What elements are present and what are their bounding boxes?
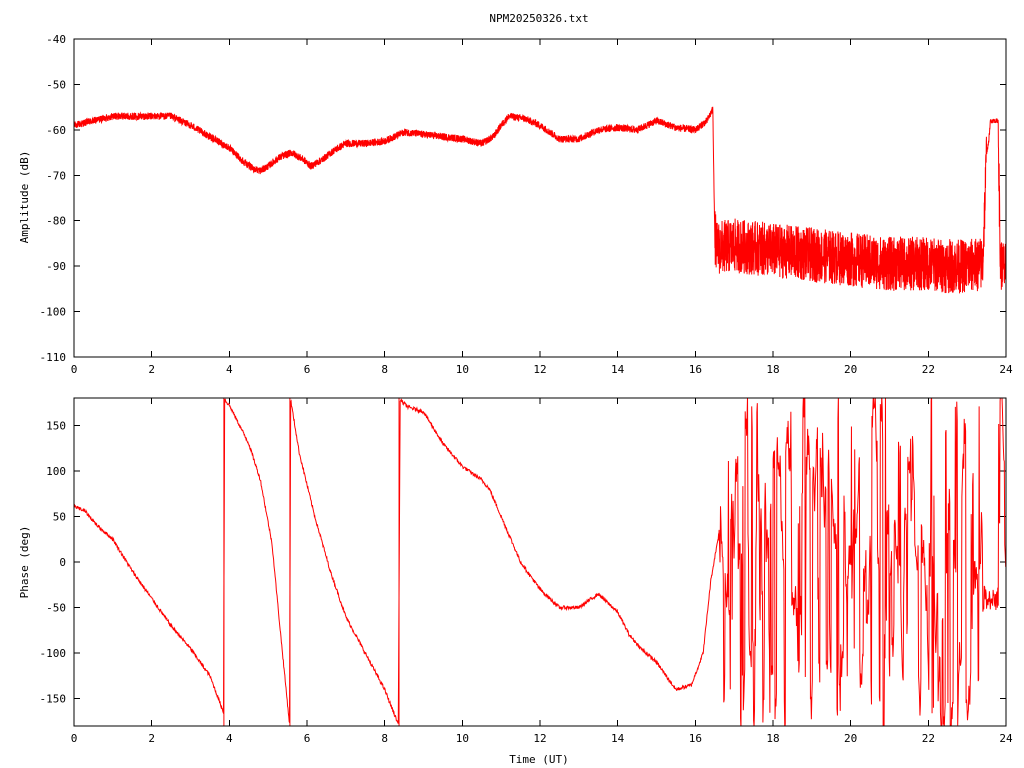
amp-y-tick-label: -90 [46, 260, 66, 273]
amp-x-tick-label: 14 [611, 363, 625, 376]
ph-y-tick-label: -150 [40, 693, 67, 706]
amp-x-tick-label: 12 [533, 363, 546, 376]
ph-x-tick-label: 24 [999, 732, 1013, 745]
amp-x-tick-label: 4 [226, 363, 233, 376]
amp-x-tick-label: 10 [456, 363, 469, 376]
ph-x-tick-label: 14 [611, 732, 625, 745]
phase-plot-frame [73, 397, 1007, 727]
phase-panel: 0 2 4 6 8 10 12 14 16 18 20 22 24150100500-50-100-15… [18, 397, 1013, 766]
phase-x-axis-label: Time (UT) [509, 753, 569, 766]
amp-x-tick-label: 8 [381, 363, 388, 376]
chart-title: NPM20250326.txt [489, 12, 588, 25]
phase-y-axis-label: Phase (deg) [18, 526, 31, 599]
phase-tick-labels: 0 2 4 6 8 10 12 14 16 18 20 22 24150100500-50-100-15… [40, 419, 1013, 745]
ph-x-tick-label: 4 [226, 732, 233, 745]
ph-x-tick-label: 16 [689, 732, 702, 745]
amplitude-trace [74, 106, 1006, 294]
amplitude-tick-labels: 0 2 4 6 8 10 12 14 16 18 20 22 24-40-50-60-70-80-90-… [40, 33, 1013, 376]
ph-x-tick-label: 8 [381, 732, 388, 745]
amplitude-tick-marks [73, 38, 1007, 358]
ph-y-tick-label: 100 [46, 465, 66, 478]
ph-x-tick-label: 6 [304, 732, 311, 745]
amp-y-tick-label: -50 [46, 78, 66, 91]
amp-x-tick-label: 0 [71, 363, 78, 376]
amp-x-tick-label: 6 [304, 363, 311, 376]
amp-y-tick-label: -40 [46, 33, 66, 46]
phase-noise-line [718, 398, 1006, 726]
amp-x-tick-label: 2 [148, 363, 155, 376]
amplitude-panel: 0 2 4 6 8 10 12 14 16 18 20 22 24-40-50-60-70-80-90-… [18, 33, 1013, 376]
amp-y-tick-label: -110 [40, 351, 67, 364]
amplitude-y-axis-label: Amplitude (dB) [18, 151, 31, 244]
ph-x-tick-label: 12 [533, 732, 546, 745]
amp-y-tick-label: -100 [40, 306, 67, 319]
amp-x-tick-label: 18 [766, 363, 779, 376]
ph-x-tick-label: 10 [456, 732, 469, 745]
ph-y-tick-label: -50 [46, 602, 66, 615]
amp-x-tick-label: 16 [689, 363, 702, 376]
amplitude-series-line [74, 106, 1006, 294]
ph-x-tick-label: 0 [71, 732, 78, 745]
ph-y-tick-label: -100 [40, 647, 67, 660]
phase-trace [74, 398, 1006, 726]
ph-y-tick-label: 0 [59, 556, 66, 569]
amp-y-tick-label: -60 [46, 124, 66, 137]
amp-x-tick-label: 20 [844, 363, 857, 376]
amp-y-tick-label: -70 [46, 169, 66, 182]
amp-y-tick-label: -80 [46, 215, 66, 228]
ph-x-tick-label: 2 [148, 732, 155, 745]
ph-y-tick-label: 50 [53, 510, 66, 523]
amp-x-tick-label: 22 [922, 363, 935, 376]
amplitude-plot-frame [73, 38, 1007, 358]
ph-y-tick-label: 150 [46, 419, 66, 432]
ph-x-tick-label: 18 [766, 732, 779, 745]
ph-x-tick-label: 20 [844, 732, 857, 745]
phase-series-line [74, 398, 720, 724]
amp-x-tick-label: 24 [999, 363, 1013, 376]
ph-x-tick-label: 22 [922, 732, 935, 745]
